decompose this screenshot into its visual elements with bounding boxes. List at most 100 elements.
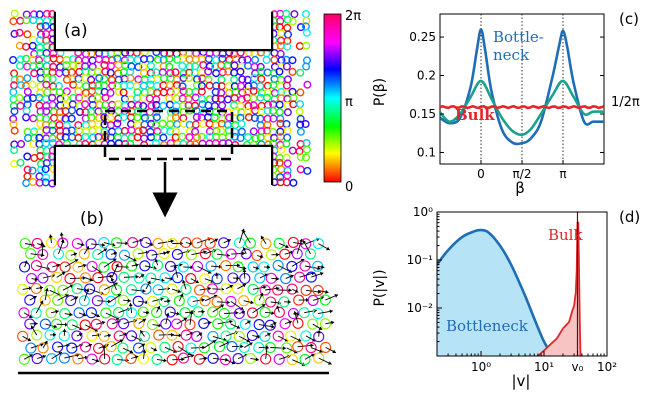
- particle: [198, 342, 210, 354]
- velocity-arrow-head: [329, 309, 333, 314]
- velocity-arrow-head: [145, 300, 149, 305]
- particle: [10, 75, 19, 84]
- velocity-arrow-head: [325, 289, 329, 294]
- particle: [178, 62, 187, 71]
- particle: [84, 283, 96, 295]
- velocity-arrow-head: [263, 285, 267, 290]
- particle: [238, 295, 250, 307]
- velocity-arrow-head: [299, 238, 303, 243]
- particle: [291, 248, 303, 260]
- velocity-arrow-head: [142, 289, 146, 293]
- xtick-label: π: [559, 167, 566, 181]
- panel-c-ylabel: P(β): [372, 78, 388, 106]
- velocity-arrow-head: [65, 322, 68, 327]
- particle: [16, 158, 25, 167]
- particle: [52, 294, 64, 306]
- velocity-arrow-head: [273, 321, 277, 326]
- velocity-arrow-head: [242, 266, 247, 271]
- particle: [153, 75, 162, 84]
- velocity-arrow-head: [141, 343, 145, 348]
- particle: [44, 284, 56, 296]
- particle: [119, 88, 128, 97]
- particle: [66, 319, 78, 331]
- velocity-arrow-head: [212, 340, 216, 344]
- particle: [296, 100, 305, 109]
- particle: [231, 121, 240, 130]
- particle: [61, 93, 70, 102]
- velocity-arrow-head: [261, 304, 266, 308]
- particle: [39, 318, 51, 330]
- particle: [225, 318, 237, 330]
- particle: [125, 330, 138, 342]
- bulk-fill: [537, 222, 581, 356]
- particle: [93, 67, 102, 76]
- velocity-arrow-head: [56, 263, 61, 268]
- velocity-arrow-head: [190, 265, 194, 270]
- particle: [166, 283, 178, 295]
- particle: [223, 95, 232, 104]
- channel-wall-top: [53, 12, 274, 52]
- particle: [191, 260, 204, 272]
- particle: [302, 16, 311, 25]
- velocity-arrow-head: [276, 286, 280, 291]
- panel-d-bulk-label: Bulk: [548, 226, 583, 244]
- particle: [253, 319, 265, 331]
- particle: [304, 248, 317, 260]
- particle: [218, 68, 227, 77]
- particle: [28, 41, 37, 50]
- particle: [250, 74, 259, 83]
- particle: [146, 61, 155, 70]
- particle: [276, 114, 285, 123]
- particle: [79, 319, 91, 331]
- panel-d-ylabel: P(|v|): [372, 269, 388, 306]
- velocity-arrow-head: [31, 325, 35, 330]
- velocity-arrow-head: [101, 243, 106, 247]
- particle: [307, 294, 319, 306]
- particle: [139, 126, 148, 135]
- velocity-arrow-head: [317, 266, 321, 271]
- particle: [18, 307, 30, 319]
- particle: [133, 342, 145, 354]
- particle: [191, 330, 203, 342]
- particle: [298, 307, 310, 319]
- particle: [108, 81, 117, 90]
- particle: [283, 166, 292, 175]
- particle: [171, 248, 183, 260]
- particle: [246, 307, 259, 319]
- particle: [29, 114, 38, 123]
- velocity-arrow-head: [85, 288, 90, 292]
- velocity-arrow-head: [276, 276, 280, 281]
- velocity-arrow-head: [226, 253, 230, 258]
- particle: [262, 56, 271, 65]
- particle: [15, 93, 24, 102]
- particle: [230, 75, 239, 84]
- velocity-arrow-head: [146, 310, 150, 315]
- velocity-arrow-head: [39, 285, 44, 290]
- velocity-arrow-head: [285, 244, 289, 249]
- particle: [165, 54, 174, 63]
- particle: [51, 271, 63, 283]
- velocity-arrow-head: [293, 311, 298, 315]
- particle: [48, 134, 57, 143]
- particle: [48, 74, 57, 83]
- ytick-label: 0.15: [409, 107, 436, 121]
- velocity-arrow-head: [312, 338, 316, 342]
- particle: [9, 56, 18, 65]
- velocity-arrow-head: [257, 334, 261, 339]
- particle: [106, 88, 115, 97]
- particle: [30, 69, 39, 78]
- colorbar-mid-label: π: [345, 95, 353, 110]
- particle: [219, 354, 232, 366]
- particle: [17, 283, 29, 295]
- particle: [86, 260, 98, 272]
- particle: [106, 318, 118, 330]
- velocity-arrow-head: [27, 337, 31, 342]
- particle: [48, 100, 57, 109]
- particle: [37, 272, 49, 284]
- particle: [244, 101, 253, 110]
- particle: [256, 82, 265, 91]
- particle: [277, 29, 286, 38]
- particle: [283, 159, 292, 168]
- particle: [289, 178, 298, 187]
- particle: [259, 284, 271, 296]
